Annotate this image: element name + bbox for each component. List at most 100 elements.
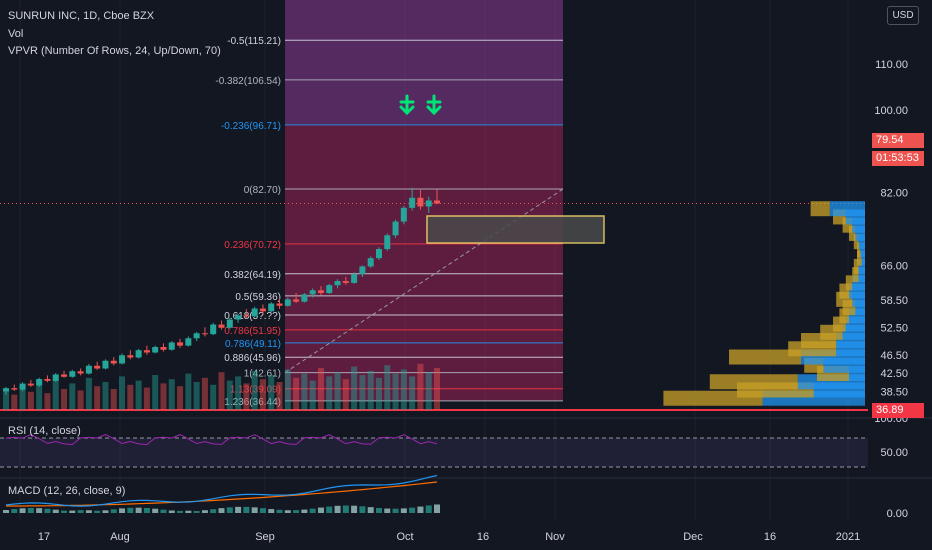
candle-body — [27, 383, 34, 386]
candle-body — [61, 374, 68, 377]
candle-body — [334, 281, 341, 286]
candle-body — [218, 324, 225, 328]
macd-histogram-bar — [351, 505, 358, 513]
macd-histogram-bar — [110, 509, 117, 513]
candle-body — [375, 249, 382, 259]
rsi-pane — [0, 417, 932, 479]
vpvr-up-bar — [845, 275, 853, 291]
x-tick-label: 17 — [38, 531, 50, 543]
candle-body — [102, 360, 109, 369]
candle-body — [317, 290, 324, 293]
macd-histogram-bar — [434, 504, 440, 513]
candle-body — [400, 207, 407, 222]
candle-body — [177, 342, 184, 346]
x-tick-label: 16 — [764, 531, 776, 543]
macd-histogram-bar — [61, 510, 68, 513]
candle-body — [210, 324, 217, 335]
volume-bar — [259, 379, 266, 410]
macd-histogram-bar — [284, 510, 291, 513]
fib-level-label: 0(82.70) — [244, 185, 281, 196]
vpvr-up-bar — [857, 250, 862, 266]
vpvr-up-bar — [857, 242, 861, 258]
fib-level-label: 0.786(49.11) — [225, 339, 281, 350]
candle-body — [434, 200, 440, 204]
volume-bar — [367, 370, 374, 410]
candle-body — [226, 319, 233, 328]
macd-histogram-bar — [19, 508, 26, 513]
volume-bar — [342, 379, 349, 410]
candle-body — [342, 281, 349, 283]
volume-bar — [52, 379, 59, 410]
candle-body — [367, 258, 374, 267]
vpvr-profile — [663, 201, 865, 406]
candle-body — [392, 221, 399, 236]
macd-histogram-bar — [69, 510, 76, 513]
vpvr-legend[interactable]: VPVR (Number Of Rows, 24, Up/Down, 70) — [8, 45, 221, 57]
volume-bar — [143, 387, 150, 410]
macd-histogram-bar — [143, 507, 150, 513]
rsi-legend[interactable]: RSI (14, close) — [8, 425, 81, 437]
volume-bar — [119, 376, 126, 410]
vpvr-up-bar — [709, 374, 798, 390]
volume-bar — [317, 368, 324, 410]
volume-bar — [400, 369, 407, 410]
macd-histogram-bar — [102, 510, 109, 513]
rsi-band — [0, 438, 868, 467]
volume-bar — [210, 384, 217, 410]
vpvr-up-bar — [853, 258, 859, 274]
volume-bar — [226, 380, 233, 410]
candle-body — [326, 285, 333, 293]
annotations — [399, 94, 442, 116]
volume-bar — [243, 383, 250, 410]
volume-bar — [168, 379, 175, 410]
volume-bar — [160, 383, 167, 410]
volume-bar — [69, 383, 76, 410]
candle-body — [293, 299, 300, 302]
last-price-tag: 79.54 — [872, 133, 924, 148]
volume-bar — [284, 369, 291, 410]
macd-histogram-bar — [27, 507, 34, 513]
volume-bar — [185, 373, 192, 410]
currency-button[interactable]: USD — [887, 6, 919, 25]
candle-body — [168, 342, 175, 350]
macd-histogram-bar — [193, 510, 200, 513]
candle-body — [119, 355, 126, 364]
fib-level-label: -0.236(96.71) — [221, 121, 281, 132]
volume-bar — [193, 382, 200, 410]
macd-legend[interactable]: MACD (12, 26, close, 9) — [8, 485, 126, 497]
volume-bar — [293, 377, 300, 410]
macd-histogram-bar — [309, 508, 316, 513]
candle-body — [52, 374, 59, 381]
y-tick-label: 38.50 — [880, 386, 908, 398]
vpvr-down-bar — [855, 300, 865, 316]
macd-histogram-bar — [317, 507, 324, 513]
y-tick-label: 100.00 — [874, 105, 908, 117]
volume-bar — [326, 376, 333, 410]
vpvr-up-bar — [842, 217, 853, 233]
vol-legend[interactable]: Vol — [8, 28, 24, 40]
candle-body — [409, 197, 416, 208]
vpvr-down-bar — [829, 201, 865, 217]
fib-level-label: 0.618(5?.??) — [224, 311, 281, 322]
volume-bar — [301, 373, 308, 410]
macd-histogram-bar — [243, 506, 250, 513]
macd-histogram-bar — [119, 508, 126, 513]
volume-bar — [425, 372, 432, 410]
down-arrow-icon — [399, 94, 415, 116]
candle-body — [359, 266, 366, 275]
macd-histogram-bar — [251, 507, 258, 513]
vpvr-up-bar — [853, 234, 859, 250]
volume-bar — [201, 377, 208, 410]
macd-histogram-bar — [375, 507, 382, 513]
candle-body — [94, 365, 101, 369]
candle-body — [309, 290, 316, 295]
symbol-title: SUNRUN INC, 1D, Cboe BZX — [8, 10, 155, 22]
macd-histogram-bar — [201, 510, 208, 513]
volume-bar — [11, 394, 18, 410]
macd-histogram-bar — [11, 509, 18, 513]
macd-histogram-bar — [52, 509, 59, 513]
down-arrow-icon — [426, 94, 442, 116]
volume-bar — [417, 363, 424, 410]
macd-histogram-bar — [226, 507, 233, 513]
